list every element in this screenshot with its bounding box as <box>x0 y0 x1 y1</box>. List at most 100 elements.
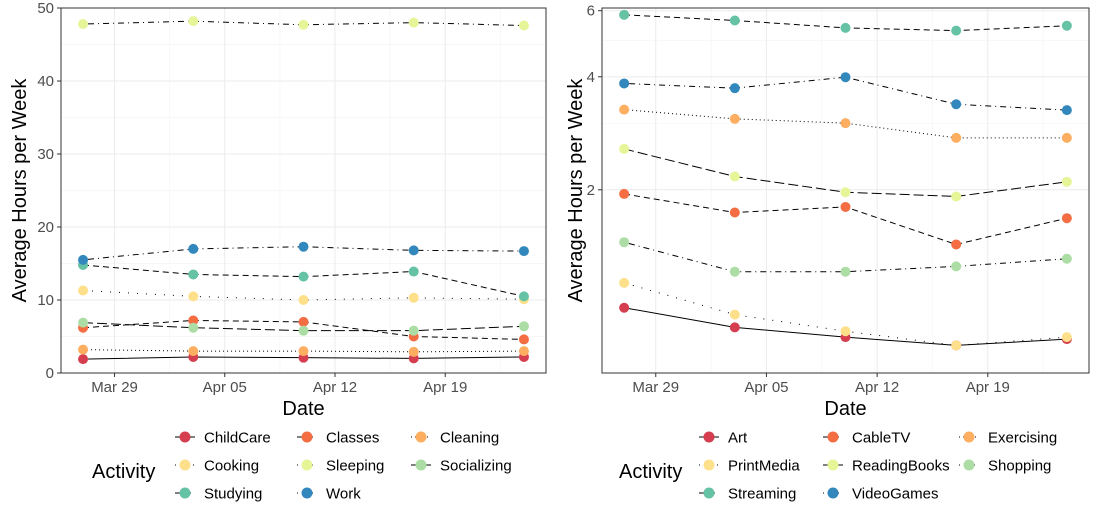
legend-key-readingbooks <box>827 459 839 471</box>
data-point-streaming <box>1061 20 1072 31</box>
data-point-printmedia <box>840 326 851 337</box>
series-line-socializing <box>83 322 524 332</box>
legend-key-classes <box>301 431 313 443</box>
data-point-printmedia <box>1061 332 1072 343</box>
plot-frame <box>601 7 1090 374</box>
legend-label: Streaming <box>728 486 796 503</box>
data-point-cabletv <box>1061 213 1072 224</box>
data-point-readingbooks <box>619 143 630 154</box>
data-point-videogames <box>951 99 962 110</box>
data-point-printmedia <box>951 340 962 351</box>
y-tick-label: 50 <box>37 0 54 17</box>
legend-label: Classes <box>326 430 379 447</box>
x-axis-title: Date <box>282 398 324 420</box>
legend-key-cabletv <box>827 431 839 443</box>
x-tick-label: Apr 05 <box>744 379 788 396</box>
data-point-work <box>518 246 529 257</box>
data-point-cabletv <box>951 239 962 250</box>
data-point-classes <box>518 334 529 345</box>
legend-label: VideoGames <box>852 486 938 503</box>
data-point-printmedia <box>619 277 630 288</box>
data-point-cleaning <box>518 346 529 357</box>
data-point-exercising <box>840 118 851 129</box>
data-point-shopping <box>619 237 630 248</box>
data-point-cooking <box>408 292 419 303</box>
x-tick-label: Apr 12 <box>855 379 899 396</box>
y-tick-label: 0 <box>46 365 54 382</box>
legend-key-studying <box>179 487 191 499</box>
legend-key-cooking <box>179 459 191 471</box>
data-point-printmedia <box>729 309 740 320</box>
data-point-cabletv <box>729 207 740 218</box>
data-point-readingbooks <box>840 187 851 198</box>
y-tick-label: 6 <box>587 3 595 20</box>
legend-key-shopping <box>963 459 975 471</box>
data-point-exercising <box>619 104 630 115</box>
legend-label: Socializing <box>440 458 512 475</box>
x-tick-label: Apr 05 <box>203 379 247 396</box>
data-point-work <box>78 254 89 265</box>
data-point-streaming <box>840 22 851 33</box>
legend-label: Exercising <box>988 430 1057 447</box>
chart-panel-2: 2 4 6 Mar 29 Apr 05 Apr 12 Apr 19 Date Average H… <box>565 3 1090 503</box>
legend-label: Studying <box>204 486 262 503</box>
data-point-streaming <box>729 15 740 26</box>
data-point-cooking <box>298 295 309 305</box>
data-point-work <box>408 245 419 256</box>
data-point-socializing <box>408 325 419 336</box>
data-point-videogames <box>619 78 630 89</box>
legend-label: ChildCare <box>204 430 271 447</box>
data-point-videogames <box>840 72 851 83</box>
data-point-socializing <box>188 322 199 333</box>
data-point-classes <box>188 315 199 326</box>
legend-label: Sleeping <box>326 458 384 475</box>
data-point-classes <box>298 316 309 327</box>
data-point-cabletv <box>840 201 851 212</box>
legend-key-cleaning <box>415 431 427 443</box>
legend-label: PrintMedia <box>728 458 800 475</box>
y-tick-label: 20 <box>37 219 54 236</box>
legend-key-socializing <box>415 459 427 471</box>
legend-title: Activity <box>619 461 682 483</box>
legend-key-exercising <box>963 431 975 443</box>
legend-label: Art <box>728 430 748 447</box>
data-point-streaming <box>951 25 962 36</box>
legend-key-printmedia <box>703 459 715 471</box>
chart-panel-1: 0 10 20 30 40 50 Mar 29 Apr 05 Apr 12 Apr 19 Date A… <box>9 0 547 503</box>
legend-key-art <box>703 431 715 443</box>
data-point-work <box>188 243 199 254</box>
data-point-shopping <box>1061 253 1072 264</box>
series-line-work <box>83 246 524 261</box>
x-tick-label: Apr 19 <box>966 379 1010 396</box>
legend-label: Cooking <box>204 458 259 475</box>
legend-key-work <box>301 487 313 499</box>
data-point-exercising <box>729 113 740 124</box>
data-point-socializing <box>518 321 529 332</box>
y-axis-title: Average Hours per Week <box>9 78 31 303</box>
legend-label: ReadingBooks <box>852 458 950 475</box>
data-point-cleaning <box>78 344 89 355</box>
legend-label: Cleaning <box>440 430 499 447</box>
legend-label: CableTV <box>852 430 910 447</box>
data-point-childcare <box>78 354 89 365</box>
data-point-work <box>298 241 309 252</box>
data-point-studying <box>408 266 419 277</box>
y-tick-label: 2 <box>587 182 595 199</box>
legend: Activity Art CableTV Exercising PrintMedia Re… <box>619 430 1057 503</box>
data-point-streaming <box>619 9 630 20</box>
legend-key-sleeping <box>301 459 313 471</box>
legend: Activity ChildCare Classes Cleaning Cooking S… <box>92 430 512 503</box>
data-point-cooking <box>188 291 199 302</box>
legend-key-streaming <box>703 487 715 499</box>
data-point-cleaning <box>408 346 419 357</box>
x-tick-label: Apr 19 <box>423 379 467 396</box>
legend-title: Activity <box>92 461 155 483</box>
y-tick-label: 40 <box>37 73 54 90</box>
data-point-shopping <box>951 261 962 272</box>
data-point-videogames <box>1061 105 1072 116</box>
data-point-socializing <box>298 325 309 336</box>
y-tick-label: 30 <box>37 146 54 163</box>
data-point-videogames <box>729 83 740 94</box>
data-point-cleaning <box>298 346 309 357</box>
